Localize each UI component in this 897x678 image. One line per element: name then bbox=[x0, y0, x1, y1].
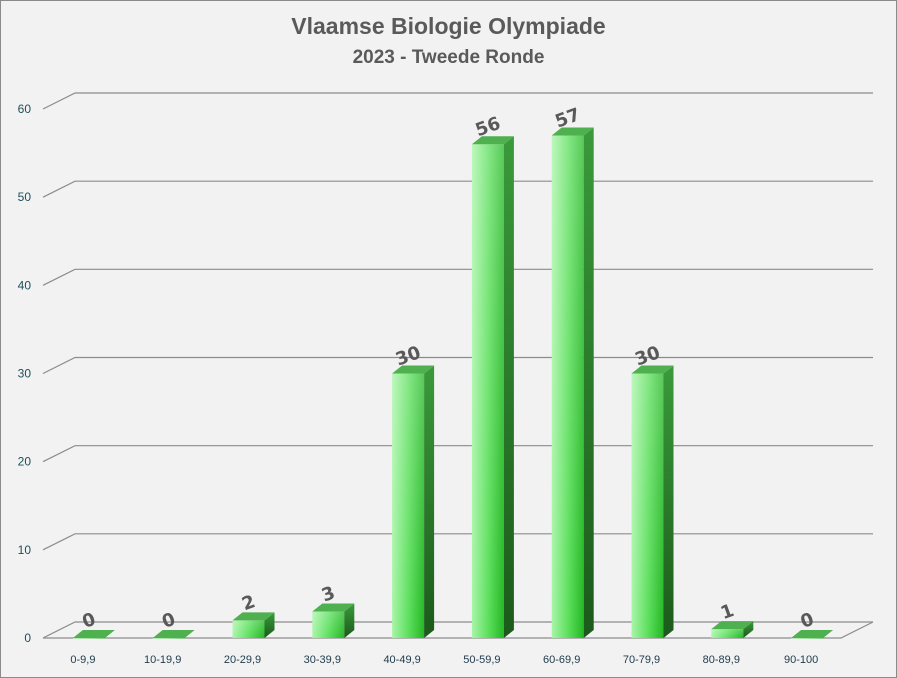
gridline bbox=[42, 445, 873, 463]
x-tick-label: 50-59,9 bbox=[463, 654, 500, 666]
x-tick-label: 0-9,9 bbox=[70, 654, 95, 666]
data-label: 0 bbox=[80, 609, 99, 633]
bar bbox=[711, 621, 754, 638]
y-tick-label: 50 bbox=[18, 190, 32, 204]
y-tick-label: 40 bbox=[18, 278, 32, 292]
x-tick-label: 60-69,9 bbox=[543, 654, 580, 666]
gridline bbox=[42, 356, 873, 375]
bar bbox=[631, 365, 674, 638]
bar bbox=[72, 630, 115, 639]
x-tick-label: 30-39,9 bbox=[304, 654, 341, 666]
bar bbox=[392, 365, 435, 638]
bar bbox=[152, 630, 195, 639]
data-label: 3 bbox=[319, 582, 338, 606]
chart-title: Vlaamse Biologie Olympiade bbox=[291, 13, 606, 39]
bar bbox=[471, 136, 514, 638]
y-tick-label: 0 bbox=[24, 631, 31, 645]
bar bbox=[232, 612, 275, 638]
gridline bbox=[42, 92, 873, 110]
y-tick-label: 10 bbox=[18, 543, 32, 557]
data-label: 0 bbox=[159, 609, 178, 633]
x-tick-label: 40-49,9 bbox=[383, 654, 420, 666]
y-tick-label: 30 bbox=[18, 367, 32, 381]
bar bbox=[551, 127, 594, 638]
x-tick-label: 90-100 bbox=[784, 654, 818, 666]
data-label: 1 bbox=[718, 600, 737, 624]
gridline bbox=[42, 180, 873, 198]
y-tick-label: 60 bbox=[18, 102, 32, 116]
gridline bbox=[42, 621, 873, 639]
x-tick-label: 10-19,9 bbox=[144, 654, 181, 666]
data-label: 0 bbox=[798, 609, 817, 633]
y-tick-label: 20 bbox=[18, 455, 32, 469]
bar bbox=[312, 603, 355, 638]
x-tick-label: 20-29,9 bbox=[224, 654, 261, 666]
bar bbox=[791, 630, 834, 639]
x-tick-label: 80-89,9 bbox=[703, 654, 740, 666]
chart-subtitle: 2023 - Tweede Ronde bbox=[352, 47, 545, 68]
data-label: 2 bbox=[239, 591, 258, 615]
gridline bbox=[42, 268, 873, 286]
floor-edge bbox=[43, 621, 874, 639]
x-tick-label: 70-79,9 bbox=[623, 654, 660, 666]
gridline bbox=[42, 533, 873, 551]
